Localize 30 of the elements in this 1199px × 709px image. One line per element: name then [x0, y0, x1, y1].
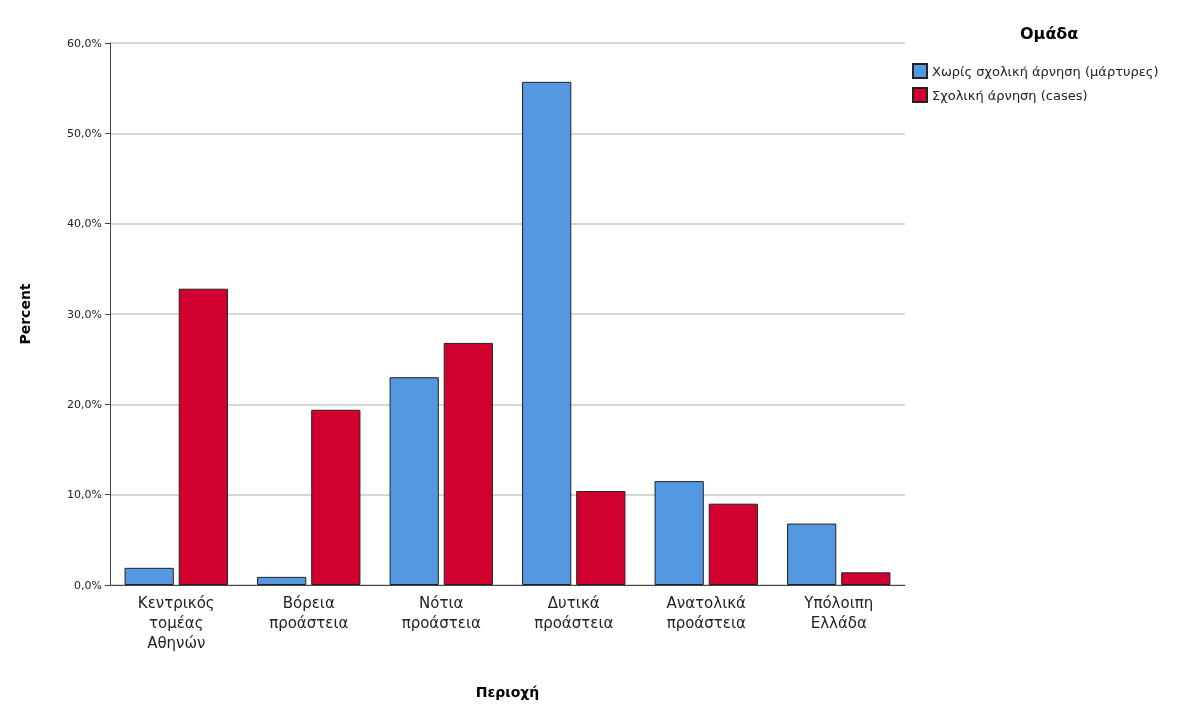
y-tick-label: 40,0%	[67, 217, 102, 231]
bar	[576, 491, 626, 585]
x-tick-label: Υπόλοιπη Ελλάδα	[803, 594, 874, 632]
x-tick-label: Κεντρικός τομέας Αθηνών	[137, 594, 215, 652]
y-tick-label: 20,0%	[67, 397, 102, 411]
legend-label: Χωρίς σχολική άρνηση (μάρτυρες)	[932, 63, 1159, 79]
bar	[841, 572, 891, 585]
bar	[443, 342, 493, 585]
bar	[311, 409, 361, 585]
y-tick-label: 0,0%	[74, 578, 102, 592]
bar	[389, 377, 439, 585]
y-tick-label: 30,0%	[67, 307, 102, 321]
bar	[124, 567, 174, 585]
y-tick-label: 10,0%	[67, 488, 102, 502]
x-tick-label: Ανατολικά προάστεια	[666, 594, 747, 632]
y-axis-title: Percent	[17, 283, 33, 345]
x-tick-label: Βόρεια προάστεια	[269, 594, 349, 632]
bar	[654, 481, 704, 585]
y-tick-label: 60,0%	[67, 36, 102, 50]
legend-title: Ομάδα	[1020, 23, 1079, 43]
x-axis-title: Περιοχή	[475, 684, 540, 700]
x-tick-label: Νότια προάστεια	[401, 594, 481, 632]
bar	[708, 503, 758, 585]
bar	[787, 523, 837, 585]
legend-label: Σχολική άρνηση (cases)	[932, 87, 1088, 103]
bar	[257, 576, 307, 585]
x-tick-label: Δυτικά προάστεια	[534, 594, 614, 632]
bar	[522, 81, 572, 585]
bar	[178, 288, 228, 585]
y-tick-label: 50,0%	[67, 126, 102, 140]
